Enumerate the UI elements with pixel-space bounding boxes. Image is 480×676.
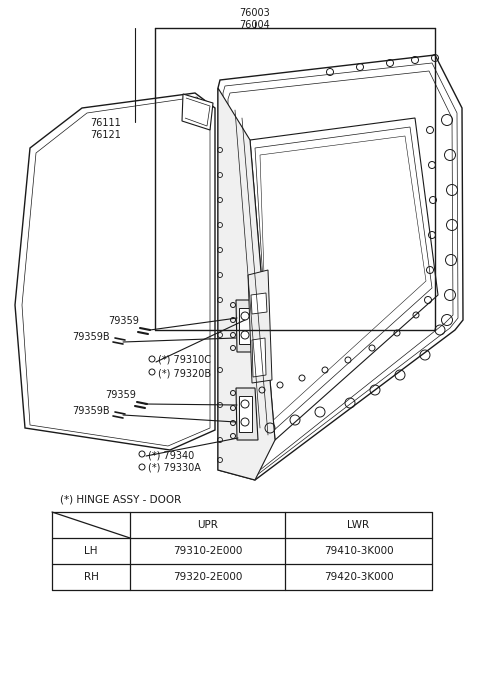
Text: 79320-2E000: 79320-2E000: [173, 572, 242, 582]
Polygon shape: [218, 55, 463, 480]
Text: 79310-2E000: 79310-2E000: [173, 546, 242, 556]
Polygon shape: [250, 118, 438, 440]
Polygon shape: [236, 300, 258, 352]
Text: 79410-3K000: 79410-3K000: [324, 546, 393, 556]
Text: (*) 79310C: (*) 79310C: [158, 355, 211, 365]
Text: 79359: 79359: [105, 390, 136, 400]
Polygon shape: [218, 88, 275, 480]
Text: 76111
76121: 76111 76121: [90, 118, 121, 140]
Text: LWR: LWR: [348, 520, 370, 530]
Polygon shape: [239, 396, 252, 432]
Polygon shape: [251, 293, 267, 314]
Text: (*) 79330A: (*) 79330A: [148, 463, 201, 473]
Text: 79420-3K000: 79420-3K000: [324, 572, 393, 582]
Polygon shape: [248, 270, 272, 383]
Polygon shape: [252, 338, 266, 377]
Text: (*) 79340: (*) 79340: [148, 450, 194, 460]
Polygon shape: [182, 94, 213, 130]
Text: 79359B: 79359B: [72, 406, 109, 416]
Text: (*) 79320B: (*) 79320B: [158, 368, 211, 378]
Text: (*) HINGE ASSY - DOOR: (*) HINGE ASSY - DOOR: [60, 494, 181, 504]
Text: UPR: UPR: [197, 520, 218, 530]
Text: RH: RH: [84, 572, 98, 582]
Polygon shape: [236, 388, 258, 440]
Text: 76003
76004: 76003 76004: [240, 8, 270, 30]
Text: LH: LH: [84, 546, 98, 556]
Text: 79359: 79359: [108, 316, 139, 326]
Polygon shape: [15, 93, 215, 450]
Text: 79359B: 79359B: [72, 332, 109, 342]
Polygon shape: [239, 308, 252, 344]
